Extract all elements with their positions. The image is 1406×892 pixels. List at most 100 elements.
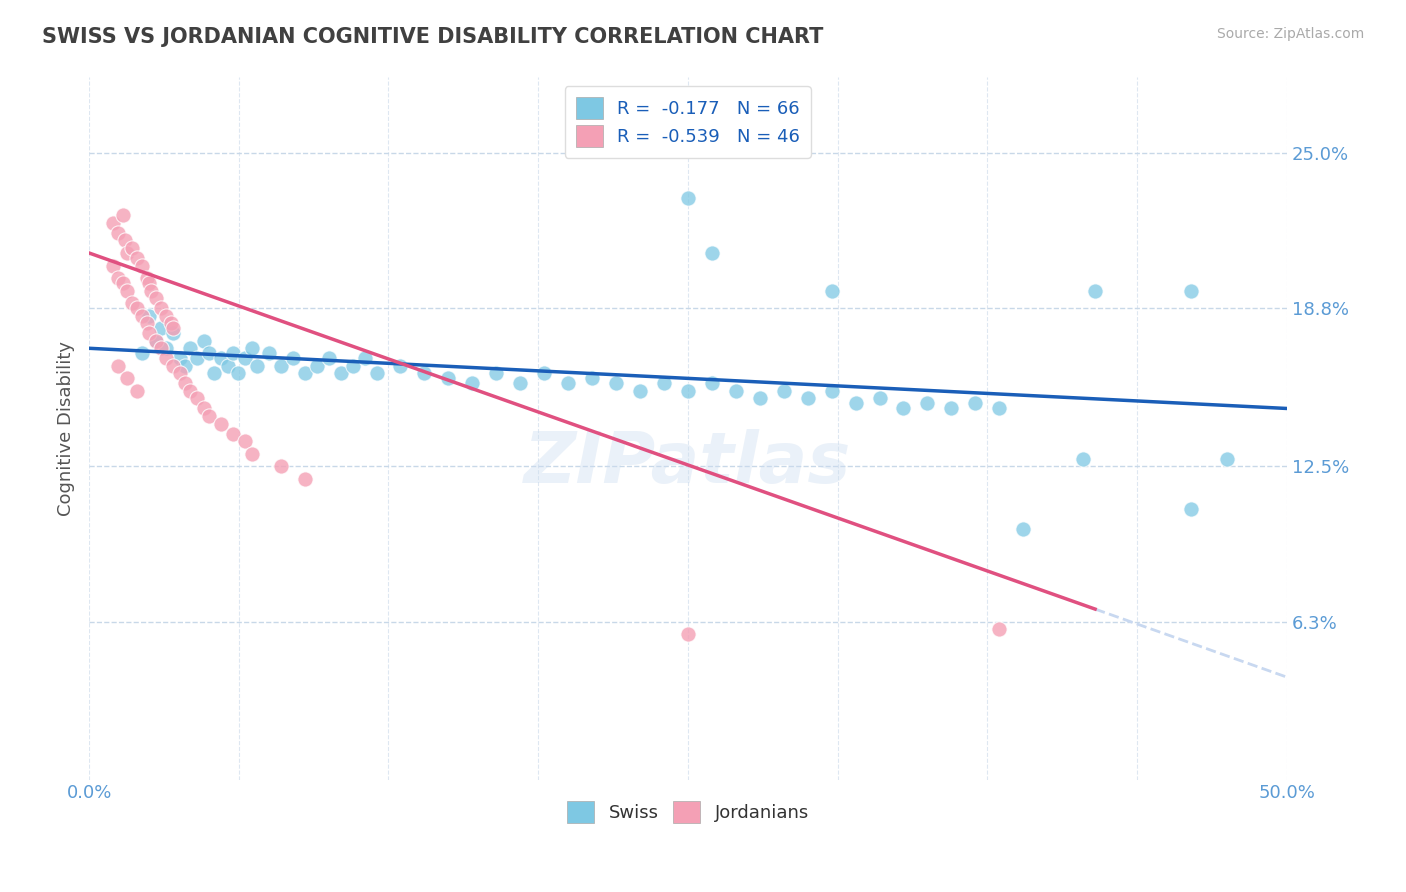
Point bbox=[101, 216, 124, 230]
Point bbox=[628, 384, 651, 398]
Point bbox=[461, 376, 484, 391]
Point bbox=[107, 271, 129, 285]
Point bbox=[1071, 451, 1094, 466]
Point bbox=[965, 396, 987, 410]
Point bbox=[329, 367, 352, 381]
Point bbox=[281, 351, 304, 366]
Point bbox=[162, 326, 184, 341]
Point bbox=[240, 341, 263, 355]
Point bbox=[111, 276, 134, 290]
Point bbox=[1012, 522, 1035, 536]
Point bbox=[988, 622, 1011, 636]
Point bbox=[155, 351, 177, 366]
Point bbox=[270, 459, 292, 474]
Point bbox=[117, 246, 139, 260]
Point bbox=[121, 296, 143, 310]
Point bbox=[217, 359, 239, 373]
Point bbox=[652, 376, 675, 391]
Point bbox=[353, 351, 375, 366]
Point bbox=[155, 341, 177, 355]
Point bbox=[988, 401, 1011, 416]
Text: SWISS VS JORDANIAN COGNITIVE DISABILITY CORRELATION CHART: SWISS VS JORDANIAN COGNITIVE DISABILITY … bbox=[42, 27, 824, 46]
Point bbox=[138, 309, 160, 323]
Point bbox=[114, 234, 136, 248]
Point bbox=[131, 259, 153, 273]
Point bbox=[135, 271, 157, 285]
Point bbox=[700, 246, 723, 260]
Point bbox=[121, 241, 143, 255]
Point bbox=[117, 371, 139, 385]
Point bbox=[509, 376, 531, 391]
Point bbox=[233, 351, 256, 366]
Point bbox=[941, 401, 963, 416]
Point bbox=[198, 409, 221, 423]
Point bbox=[676, 384, 699, 398]
Point bbox=[581, 371, 603, 385]
Point bbox=[209, 351, 232, 366]
Point bbox=[125, 251, 148, 265]
Point bbox=[149, 341, 172, 355]
Point bbox=[485, 367, 508, 381]
Point bbox=[149, 301, 172, 315]
Point bbox=[149, 321, 172, 335]
Point bbox=[342, 359, 364, 373]
Point bbox=[125, 301, 148, 315]
Point bbox=[125, 384, 148, 398]
Point bbox=[141, 284, 163, 298]
Point bbox=[257, 346, 280, 360]
Point bbox=[240, 447, 263, 461]
Point bbox=[869, 392, 891, 406]
Point bbox=[676, 627, 699, 641]
Point bbox=[198, 346, 221, 360]
Point bbox=[294, 367, 316, 381]
Point bbox=[186, 351, 208, 366]
Point bbox=[1216, 451, 1239, 466]
Point bbox=[111, 208, 134, 222]
Point bbox=[796, 392, 818, 406]
Point bbox=[179, 384, 201, 398]
Point bbox=[748, 392, 770, 406]
Point bbox=[676, 191, 699, 205]
Point bbox=[145, 334, 167, 348]
Point bbox=[294, 472, 316, 486]
Point bbox=[413, 367, 436, 381]
Point bbox=[107, 226, 129, 240]
Point bbox=[305, 359, 328, 373]
Point bbox=[557, 376, 579, 391]
Point bbox=[162, 321, 184, 335]
Point bbox=[179, 341, 201, 355]
Point bbox=[437, 371, 460, 385]
Point bbox=[389, 359, 412, 373]
Point bbox=[117, 284, 139, 298]
Point bbox=[318, 351, 340, 366]
Legend: Swiss, Jordanians: Swiss, Jordanians bbox=[557, 790, 820, 834]
Point bbox=[222, 426, 245, 441]
Point bbox=[209, 417, 232, 431]
Point bbox=[162, 359, 184, 373]
Point bbox=[700, 376, 723, 391]
Point bbox=[226, 367, 249, 381]
Point bbox=[772, 384, 794, 398]
Point bbox=[1180, 284, 1202, 298]
Point bbox=[893, 401, 915, 416]
Point bbox=[138, 276, 160, 290]
Point bbox=[145, 291, 167, 305]
Point bbox=[1084, 284, 1107, 298]
Text: ZIPatlas: ZIPatlas bbox=[524, 429, 852, 498]
Point bbox=[724, 384, 747, 398]
Point bbox=[186, 392, 208, 406]
Point bbox=[233, 434, 256, 448]
Point bbox=[845, 396, 868, 410]
Point bbox=[820, 384, 842, 398]
Point bbox=[138, 326, 160, 341]
Point bbox=[101, 259, 124, 273]
Y-axis label: Cognitive Disability: Cognitive Disability bbox=[58, 341, 75, 516]
Point bbox=[173, 376, 195, 391]
Point bbox=[605, 376, 627, 391]
Point bbox=[173, 359, 195, 373]
Point bbox=[533, 367, 555, 381]
Point bbox=[222, 346, 245, 360]
Point bbox=[169, 367, 191, 381]
Point bbox=[159, 316, 181, 330]
Point bbox=[202, 367, 225, 381]
